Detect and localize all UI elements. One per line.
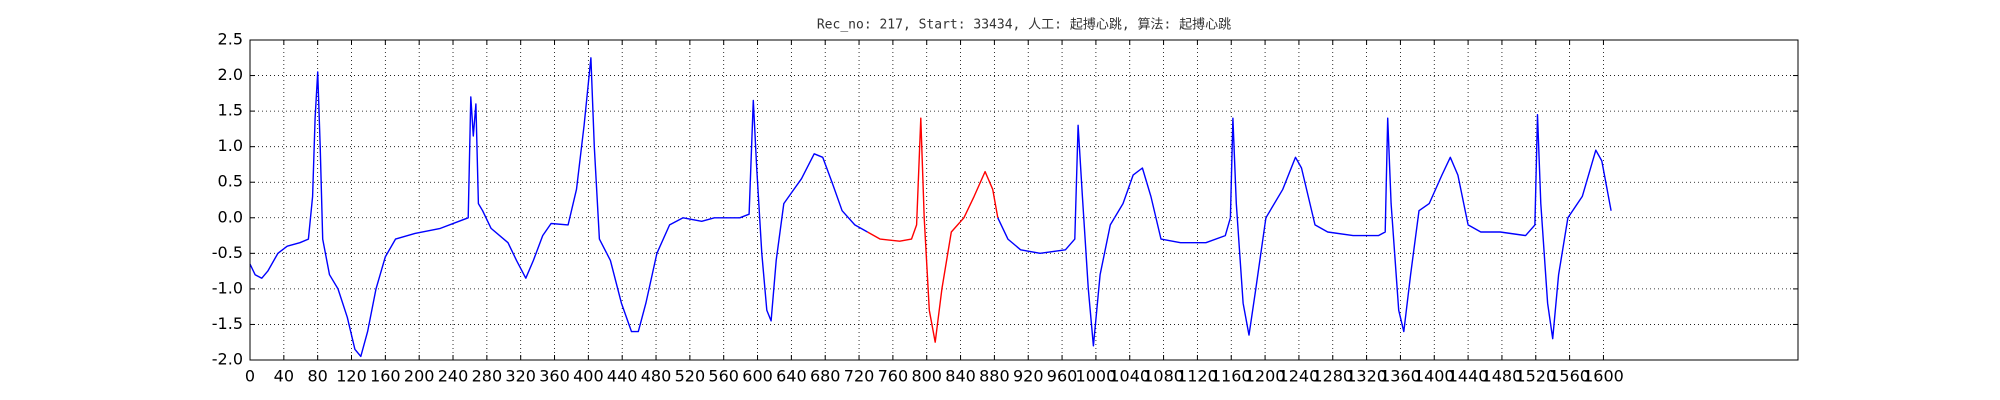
x-tick-label: 280 <box>472 367 503 386</box>
x-tick-label: 960 <box>1047 367 1078 386</box>
ecg-line <box>249 57 1612 358</box>
x-tick-label: 320 <box>505 367 536 386</box>
x-tick-label: 1240 <box>1279 367 1320 386</box>
x-tick-label: 1000 <box>1076 367 1117 386</box>
chart-title: Rec_no: 217, Start: 33434, 人工: 起搏心跳, 算法:… <box>817 17 1231 33</box>
x-tick-label: 1160 <box>1211 367 1252 386</box>
y-tick-label: 1.0 <box>218 136 243 155</box>
x-tick-label: 1520 <box>1515 367 1556 386</box>
x-tick-label: 1120 <box>1177 367 1218 386</box>
x-tick-label: 360 <box>539 367 570 386</box>
x-tick-label: 1200 <box>1245 367 1286 386</box>
x-tick-label: 1480 <box>1482 367 1523 386</box>
plot-frame <box>249 39 1799 361</box>
x-tick-label: 480 <box>641 367 672 386</box>
x-tick-label: 840 <box>945 367 976 386</box>
y-tick-label: 0.5 <box>218 172 243 191</box>
x-tick-label: 1560 <box>1549 367 1590 386</box>
y-tick-label: -1.5 <box>212 314 243 333</box>
x-tick-label: 880 <box>979 367 1010 386</box>
x-tick-label: 200 <box>404 367 435 386</box>
x-tick-label: 680 <box>810 367 841 386</box>
y-tick-label: 2.5 <box>218 30 243 49</box>
x-tick-label: 0 <box>245 367 255 386</box>
x-tick-label: 720 <box>844 367 875 386</box>
y-tick-label: 1.5 <box>218 101 243 120</box>
x-tick-label: 1440 <box>1448 367 1489 386</box>
y-tick-label: -1.0 <box>212 278 243 297</box>
x-tick-label: 1400 <box>1414 367 1455 386</box>
x-tick-label: 640 <box>776 367 807 386</box>
x-tick-label: 1320 <box>1346 367 1387 386</box>
x-tick-label: 40 <box>274 367 294 386</box>
x-tick-label: 400 <box>573 367 604 386</box>
x-tick-label: 120 <box>336 367 367 386</box>
x-tick-label: 1280 <box>1312 367 1353 386</box>
y-tick-label: -2.0 <box>212 350 243 369</box>
x-tick-label: 760 <box>878 367 909 386</box>
x-tick-label: 800 <box>911 367 942 386</box>
x-tick-label: 1080 <box>1143 367 1184 386</box>
y-tick-label: -0.5 <box>212 243 243 262</box>
y-tick-label: 2.0 <box>218 65 243 84</box>
x-tick-label: 1600 <box>1583 367 1624 386</box>
x-tick-label: 1040 <box>1109 367 1150 386</box>
x-tick-label: 160 <box>370 367 401 386</box>
x-tick-label: 920 <box>1013 367 1044 386</box>
x-tick-label: 600 <box>742 367 773 386</box>
y-tick-label: 0.0 <box>218 207 243 226</box>
x-tick-label: 240 <box>438 367 469 386</box>
x-tick-label: 1360 <box>1380 367 1421 386</box>
x-tick-label: 440 <box>607 367 638 386</box>
ecg-line <box>867 117 999 343</box>
x-tick-label: 560 <box>708 367 739 386</box>
x-tick-label: 80 <box>307 367 327 386</box>
x-tick-label: 520 <box>675 367 706 386</box>
